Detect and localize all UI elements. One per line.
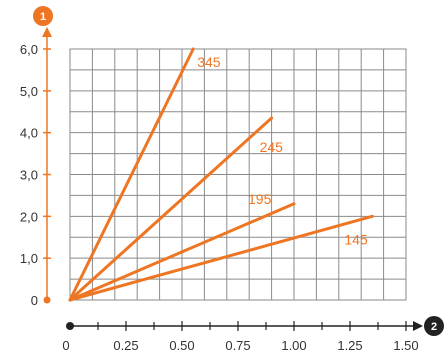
y-tick-label: 0 <box>31 293 38 308</box>
x-axis-badge <box>424 316 444 336</box>
x-axis-origin-dot <box>66 322 74 330</box>
y-tick-label: 3,0 <box>20 168 38 183</box>
series-line-245 <box>68 116 274 302</box>
labels: 345 245 195 145 0 1,0 2,0 3,0 4,0 5,0 6,0 1 0 0.25 0.5… <box>20 11 437 351</box>
y-axis-origin-dot <box>43 296 51 304</box>
x-tick-label: 0.25 <box>113 338 138 351</box>
series-line-145 <box>68 214 374 302</box>
x-tick-label: 0 <box>62 338 69 351</box>
y-tick-label: 4,0 <box>20 126 38 141</box>
x-tick-label: 1.00 <box>281 338 306 351</box>
x-tick-label: 1.25 <box>337 338 362 351</box>
x-tick-label: 1.50 <box>393 338 418 351</box>
x-axis-badge-label: 2 <box>431 321 437 333</box>
series-label-345: 345 <box>197 54 221 70</box>
y-axis-arrow <box>42 27 52 37</box>
series-lines <box>68 47 374 302</box>
x-tick-label: 0.50 <box>169 338 194 351</box>
series-label-145: 145 <box>344 231 368 247</box>
series-line-195 <box>68 202 296 302</box>
series-label-195: 195 <box>248 191 272 207</box>
x-tick-label: 0.75 <box>225 338 250 351</box>
series-line-345 <box>68 47 195 302</box>
y-tick-label: 6,0 <box>20 42 38 57</box>
y-tick-label: 1,0 <box>20 251 38 266</box>
series-label-245: 245 <box>260 139 284 155</box>
y-axis-badge-label: 1 <box>40 11 46 23</box>
y-tick-label: 5,0 <box>20 84 38 99</box>
y-axis-badge <box>33 6 53 26</box>
x-axis-arrow <box>413 321 423 331</box>
y-tick-label: 2,0 <box>20 209 38 224</box>
axes <box>33 6 444 336</box>
grid <box>69 48 407 301</box>
